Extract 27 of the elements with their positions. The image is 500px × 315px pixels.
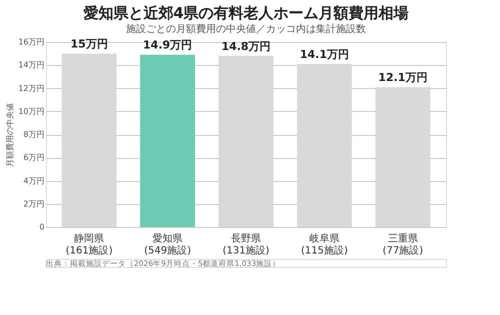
y-tick-label: 4万円 [23, 176, 44, 186]
data-label: 14.8万円 [221, 40, 271, 53]
bar [218, 56, 274, 227]
x-tick-label: 岐阜県 (115施設) [300, 232, 348, 256]
bar [140, 54, 196, 227]
data-label: 12.1万円 [378, 71, 428, 84]
chart-title: 愛知県と近郊4県の有料老人ホーム月額費用相場 [83, 4, 409, 22]
y-tick-label: 0 [39, 222, 44, 232]
bar [62, 54, 117, 227]
x-tick-label: 愛知県 (549施設) [144, 232, 192, 256]
y-tick-label: 2万円 [23, 199, 44, 208]
y-tick-label: 10万円 [18, 106, 44, 116]
x-tick-label: 静岡県 (161施設) [66, 232, 113, 256]
data-label: 15万円 [70, 38, 108, 51]
bar [375, 87, 430, 227]
data-label: 14.9万円 [143, 38, 192, 52]
bar [296, 64, 352, 227]
y-tick-label: 8万円 [23, 130, 44, 139]
x-tick-label: 長野県 (131施設) [222, 234, 270, 256]
y-tick-label: 16万円 [18, 38, 44, 46]
data-label: 14.1万円 [300, 48, 349, 61]
y-tick-label: 6万円 [23, 153, 44, 162]
y-axis-title: 月額費用の中央値 [5, 103, 14, 167]
x-tick-label: 三重県 (77施設) [382, 232, 424, 256]
y-tick-label: 12万円 [18, 84, 44, 93]
chart-subtitle: 施設ごとの月額費用の中央値／カッコ内は集計施設数 [126, 23, 366, 35]
y-tick-label: 14万円 [18, 60, 44, 70]
